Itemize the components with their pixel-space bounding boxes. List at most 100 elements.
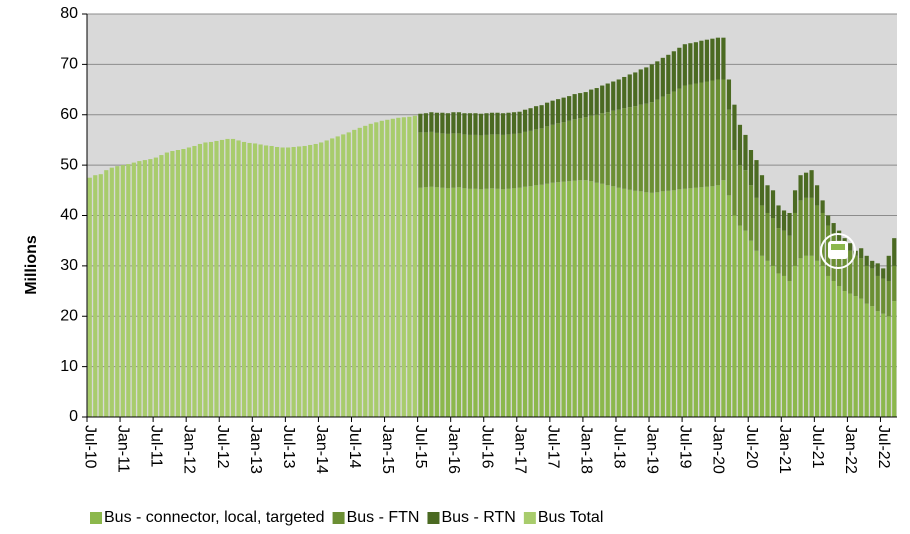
bar-segment <box>489 134 495 189</box>
bar-segment <box>556 182 561 417</box>
bar-segment <box>787 280 792 417</box>
bar-segment <box>225 138 230 417</box>
bar-segment <box>126 164 131 417</box>
bar-segment <box>759 255 765 417</box>
bar-segment <box>721 37 726 80</box>
bar-segment <box>467 188 473 417</box>
bar-segment <box>346 132 351 417</box>
bar-segment <box>655 192 660 417</box>
bar-segment <box>379 120 384 418</box>
bar-segment <box>688 188 693 417</box>
bar-segment <box>616 109 621 188</box>
bar-segment <box>754 160 759 198</box>
bar-segment <box>181 149 186 417</box>
bar-segment <box>886 280 891 317</box>
bar-segment <box>892 301 897 417</box>
bar-segment <box>732 215 737 417</box>
bar-segment <box>572 119 577 181</box>
bar-segment <box>500 189 506 417</box>
bar-segment <box>660 96 665 192</box>
bar-segment <box>500 113 506 135</box>
bar-segment <box>715 37 721 80</box>
bar-segment <box>418 132 423 188</box>
bar-segment <box>148 159 153 417</box>
bar-segment <box>522 131 528 187</box>
bar-segment <box>759 205 765 256</box>
bar-segment <box>737 225 743 417</box>
bar-segment <box>335 136 340 417</box>
bar-segment <box>434 112 439 133</box>
bar-segment <box>837 286 842 417</box>
bar-segment <box>837 230 842 241</box>
bar-segment <box>611 110 616 187</box>
bar-segment <box>666 54 671 95</box>
bar-segment <box>269 145 274 418</box>
bar-segment <box>600 85 605 114</box>
legend-label: Bus - connector, local, targeted <box>104 509 325 526</box>
bar-segment <box>429 131 434 187</box>
bar-segment <box>798 175 803 201</box>
bar-segment <box>462 188 467 417</box>
bar-segment <box>892 265 897 302</box>
bar-segment <box>655 99 660 193</box>
bar-segment <box>517 111 522 134</box>
bar-segment <box>792 212 798 266</box>
bar-segment <box>567 120 572 182</box>
bar-segment <box>776 273 781 417</box>
y-tick-label: 80 <box>60 5 78 22</box>
bar-segment <box>467 134 473 189</box>
legend-swatch <box>523 512 536 524</box>
x-tick-label: Jul-10 <box>82 425 99 469</box>
bar-segment <box>484 113 489 135</box>
bar-segment <box>440 133 445 188</box>
bar-segment <box>451 112 456 134</box>
bar-segment <box>462 134 467 189</box>
bar-segment <box>803 255 809 417</box>
bar-segment <box>815 205 820 261</box>
bar-segment <box>726 79 732 110</box>
bar-segment <box>412 115 417 417</box>
bar-segment <box>622 108 627 189</box>
bar-segment <box>423 113 428 133</box>
bar-segment <box>704 81 709 187</box>
bar-segment <box>418 187 423 417</box>
bar-segment <box>682 85 687 189</box>
bar-segment <box>594 114 599 183</box>
bar-segment <box>297 146 302 417</box>
bar-segment <box>236 140 241 417</box>
bar-segment <box>567 181 572 417</box>
bar-segment <box>478 113 484 136</box>
bar-segment <box>98 174 103 417</box>
icon-window <box>831 244 845 250</box>
bar-segment <box>803 172 809 198</box>
bar-segment <box>666 94 671 191</box>
bar-segment <box>853 255 858 297</box>
bar-segment <box>385 119 390 417</box>
bar-segment <box>732 104 737 151</box>
bar-segment <box>578 93 583 119</box>
x-tick-label: Jul-11 <box>148 425 165 467</box>
legend-label: Bus - RTN <box>441 509 515 526</box>
bar-segment <box>456 133 462 188</box>
x-tick-label: Jul-21 <box>809 425 826 469</box>
bar-segment <box>892 238 897 266</box>
bar-segment <box>748 150 754 186</box>
bar-segment <box>550 124 555 183</box>
bar-segment <box>115 166 120 417</box>
bar-segment <box>616 187 621 417</box>
bar-segment <box>710 186 715 417</box>
marks <box>87 13 897 418</box>
bar-segment <box>688 43 693 85</box>
bar-segment <box>831 280 836 417</box>
bar-segment <box>699 40 704 83</box>
bar-segment <box>374 122 379 418</box>
bar-segment <box>451 133 456 188</box>
bar-segment <box>699 187 704 417</box>
bar-segment <box>853 296 858 417</box>
bar-segment <box>809 170 814 198</box>
bar-segment <box>605 185 610 417</box>
bar-segment <box>837 240 842 287</box>
bar-segment <box>153 157 158 417</box>
bar-segment <box>699 82 704 188</box>
